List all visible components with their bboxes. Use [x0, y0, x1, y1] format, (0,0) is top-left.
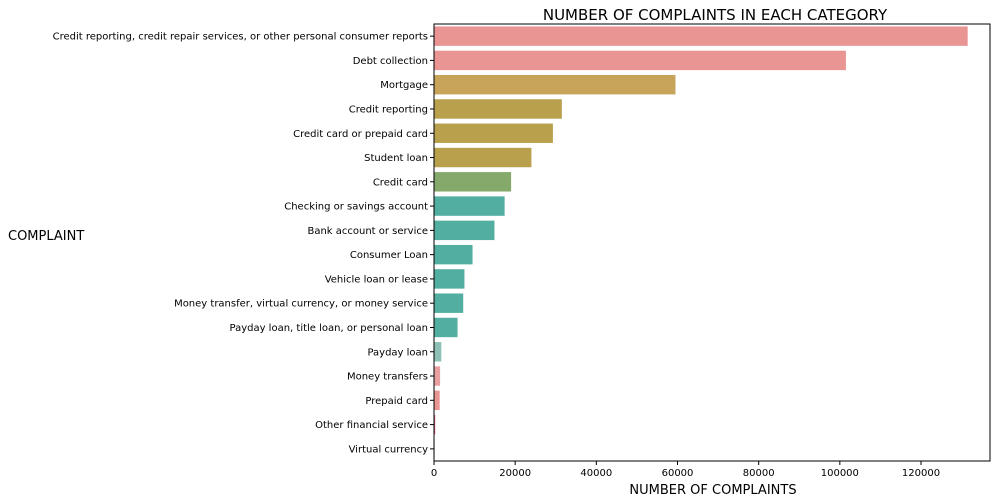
category-label: Credit reporting	[349, 104, 428, 115]
x-axis-ticks: 0 20000 40000 60000 80000 100000 120000	[431, 461, 940, 479]
category-label: Other financial service	[315, 420, 428, 431]
bar-5	[434, 147, 532, 168]
category-label: Credit card or prepaid card	[293, 129, 428, 140]
category-label: Bank account or service	[307, 226, 428, 237]
bar-0	[434, 26, 968, 46]
category-label: Virtual currency	[349, 444, 429, 455]
x-tick-label: 100000	[821, 468, 859, 479]
category-label: Mortgage	[380, 80, 428, 91]
x-tick-label: 20000	[499, 468, 531, 479]
category-label: Vehicle loan or lease	[325, 274, 428, 285]
bar-15	[434, 390, 440, 411]
bar-2	[434, 74, 676, 95]
bar-6	[434, 172, 512, 192]
x-axis-title: NUMBER OF COMPLAINTS	[629, 483, 796, 498]
x-tick-label: 40000	[580, 468, 612, 479]
plot-frame	[433, 23, 991, 462]
category-label: Checking or savings account	[284, 202, 428, 213]
bar-9	[434, 244, 473, 265]
category-labels: Credit reporting, credit repair services…	[53, 32, 434, 455]
bar-8	[434, 220, 495, 241]
y-axis-title: COMPLAINT	[8, 229, 84, 244]
bar-14	[434, 366, 441, 386]
category-label: Prepaid card	[365, 396, 428, 407]
category-label: Debt collection	[353, 56, 428, 67]
category-label: Consumer Loan	[350, 250, 428, 261]
category-label: Payday loan, title loan, or personal loa…	[229, 323, 428, 334]
category-label: Credit card	[373, 177, 428, 188]
bar-1	[434, 50, 846, 71]
bar-7	[434, 196, 505, 216]
x-tick-label: 0	[431, 468, 437, 479]
bar-13	[434, 342, 442, 362]
x-tick-label: 120000	[902, 468, 940, 479]
category-label: Payday loan	[367, 347, 428, 358]
x-tick-label: 80000	[743, 468, 775, 479]
category-label: Money transfers	[347, 372, 428, 383]
x-tick-label: 60000	[662, 468, 694, 479]
category-label: Money transfer, virtual currency, or mon…	[174, 299, 428, 310]
bar-4	[434, 123, 553, 143]
category-label: Credit reporting, credit repair services…	[53, 32, 428, 43]
chart-title: NUMBER OF COMPLAINTS IN EACH CATEGORY	[543, 6, 888, 24]
category-label: Student loan	[364, 153, 428, 164]
bar-10	[434, 269, 465, 289]
bar-16	[434, 414, 436, 435]
bar-3	[434, 99, 562, 119]
bar-11	[434, 293, 464, 313]
bars-group	[434, 26, 968, 459]
bar-12	[434, 317, 458, 338]
